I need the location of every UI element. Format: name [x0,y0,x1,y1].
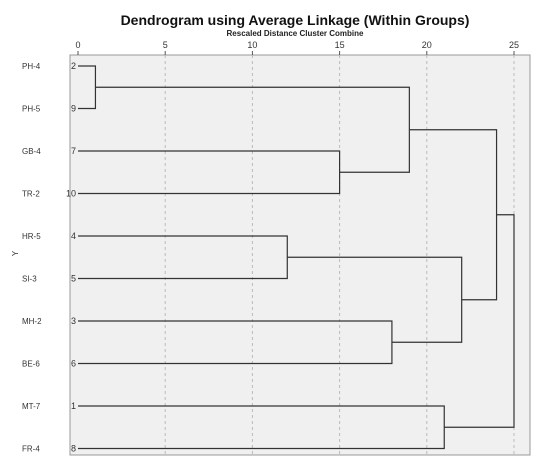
leaf-case-number: 8 [71,444,76,454]
x-tick-label: 10 [247,40,257,50]
leaf-case-number: 2 [71,61,76,71]
chart-subtitle: Rescaled Distance Cluster Combine [226,29,364,38]
x-tick-label: 0 [75,40,80,50]
leaf-case-number: 3 [71,316,76,326]
x-tick-label: 20 [422,40,432,50]
x-tick-label: 5 [163,40,168,50]
leaf-case-number: 10 [66,189,76,199]
leaf-label: MT-7 [22,402,41,411]
leaf-case-number: 7 [71,146,76,156]
leaf-label: GB-4 [22,147,41,156]
leaf-case-number: 4 [71,231,76,241]
leaf-case-number: 6 [71,359,76,369]
leaf-label: FR-4 [22,445,40,454]
leaf-label: PH-4 [22,62,41,71]
plot-area [69,54,531,456]
chart-title: Dendrogram using Average Linkage (Within… [120,12,470,28]
leaf-label: SI-3 [22,275,37,284]
x-tick-label: 25 [509,40,519,50]
leaf-label: BE-6 [22,360,40,369]
leaf-label: HR-5 [22,232,41,241]
leaf-label: MH-2 [22,317,42,326]
leaf-label: PH-5 [22,105,41,114]
leaf-case-number: 5 [71,274,76,284]
leaf-case-number: 9 [71,104,76,114]
dendrogram-link [444,214,515,428]
leaf-case-number: 1 [71,401,76,411]
leaf-label: TR-2 [22,190,40,199]
x-tick-label: 15 [335,40,345,50]
